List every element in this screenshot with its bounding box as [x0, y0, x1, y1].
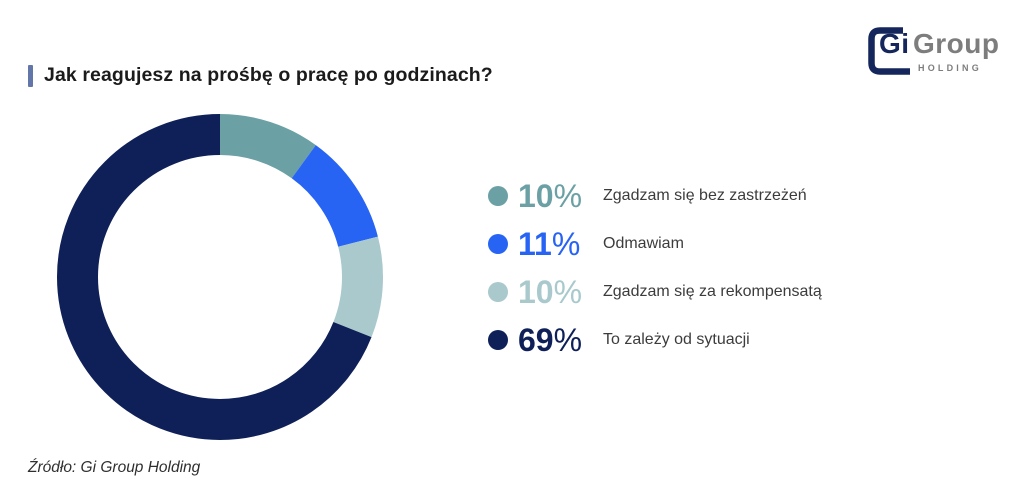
- legend-item-0: 10% Zgadzam się bez zastrzeżeń: [488, 178, 822, 214]
- legend-item-3: 69% To zależy od sytuacji: [488, 322, 822, 358]
- legend-dot-icon: [488, 330, 508, 350]
- chart-legend: 10% Zgadzam się bez zastrzeżeń 11% Odmawiam…: [488, 178, 822, 373]
- header: Jak reagujesz na prośbę o pracę po godzi…: [28, 64, 493, 87]
- legend-value: 10%: [518, 274, 583, 310]
- legend-label: To zależy od sytuacji: [603, 331, 750, 348]
- donut-segment-3: [57, 114, 383, 440]
- legend-value: 11%: [518, 226, 581, 262]
- gi-group-holding-logo: Gi Group HOLDING: [866, 22, 1022, 78]
- legend-value: 10%: [518, 178, 583, 214]
- legend-dot-icon: [488, 234, 508, 254]
- page-title: Jak reagujesz na prośbę o pracę po godzi…: [44, 64, 493, 86]
- logo-bracket-icon: [868, 27, 910, 75]
- legend-label: Odmawiam: [603, 235, 684, 252]
- logo-bracket-path: [868, 27, 910, 75]
- donut-chart: [57, 114, 383, 440]
- logo-text-gi: Gi: [879, 28, 910, 59]
- logo-text-group: Group: [913, 28, 1000, 59]
- legend-value: 69%: [518, 322, 583, 358]
- legend-label: Zgadzam się za rekompensatą: [603, 283, 822, 300]
- source-note: Źródło: Gi Group Holding: [28, 459, 201, 476]
- legend-label: Zgadzam się bez zastrzeżeń: [603, 187, 807, 204]
- legend-dot-icon: [488, 186, 508, 206]
- legend-item-1: 11% Odmawiam: [488, 226, 822, 262]
- legend-item-2: 10% Zgadzam się za rekompensatą: [488, 274, 822, 310]
- logo-text-holding: HOLDING: [918, 63, 982, 73]
- legend-dot-icon: [488, 282, 508, 302]
- title-accent-bar: [28, 64, 33, 87]
- donut-segment-2: [57, 114, 383, 440]
